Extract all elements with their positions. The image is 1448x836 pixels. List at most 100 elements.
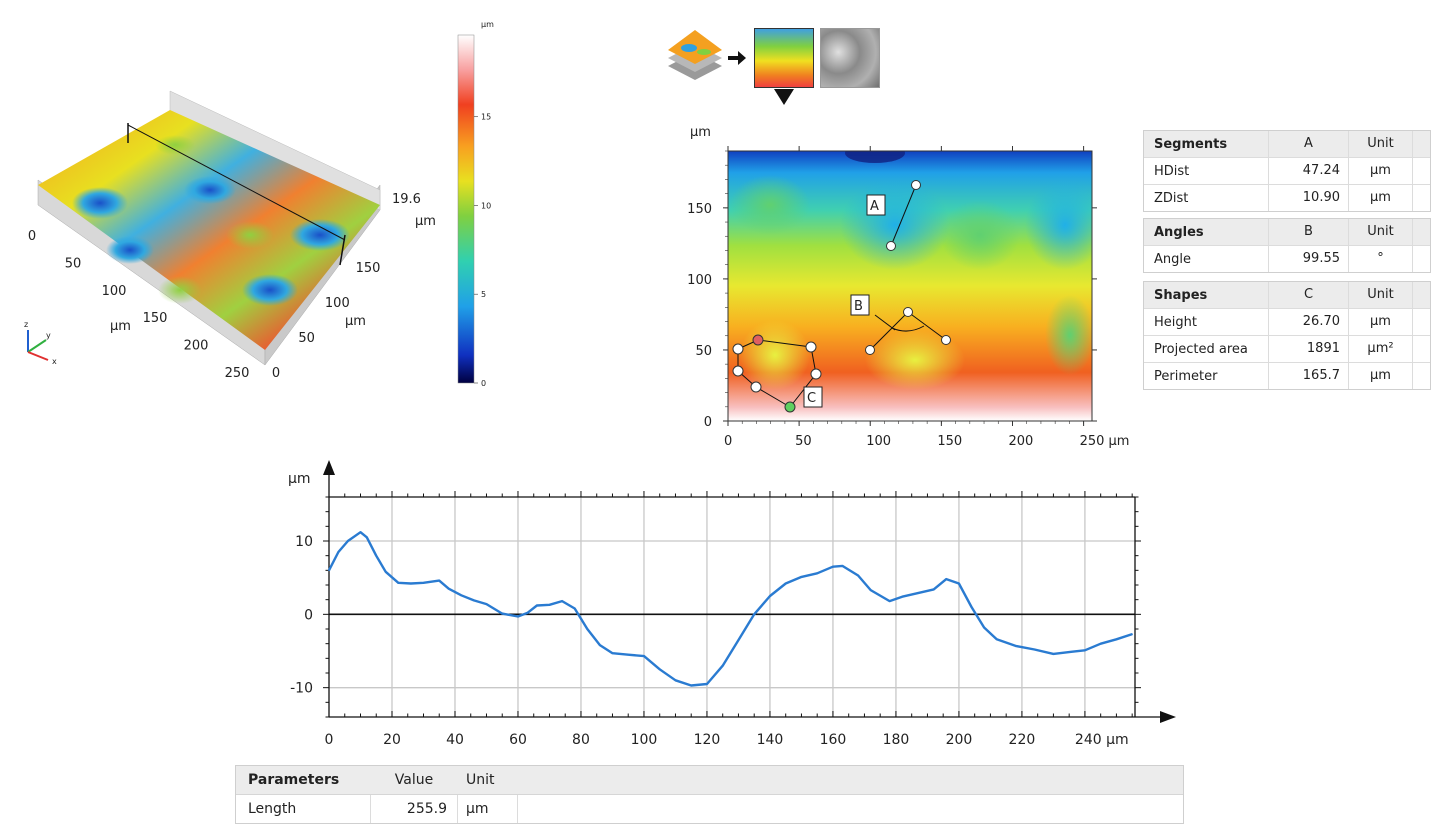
angle-b-annotation[interactable]: B [850,294,951,355]
surface-3d-view[interactable]: 19.6 µm 0 50 100 150 200 250 0 50 100 150 µm µm … [0,85,450,385]
table-row: Length 255.9 µm [236,795,1183,823]
profile-point [384,571,387,573]
y-tick-label: 10 [295,534,313,550]
profile-point [1115,638,1118,641]
profile-point [1099,642,1102,645]
profile-point [706,683,708,685]
profile-point [501,612,504,615]
profile-point [447,587,450,590]
x-axis-ticks-3d: 0 50 100 150 200 250 [28,229,250,381]
map-y-tick-label: 0 [704,415,712,430]
x-tick-label: 100 [631,732,658,748]
x-tick-label-3d: 200 [184,339,209,354]
profile-point [721,664,724,667]
y-axis-arrow-icon [323,460,335,475]
profile-point [869,589,872,591]
profile-point [995,638,998,641]
x-tick-label-3d: 250 [225,366,250,381]
profile-point [932,588,935,591]
table-row: Projected area 1891 µm² [1144,335,1430,362]
profile-point [410,582,412,585]
profile-point [784,582,787,585]
angles-header: Angles B Unit [1144,219,1430,245]
profile-point [643,655,645,657]
profile-point [1014,645,1017,647]
profile-point [832,565,834,568]
map-y-tick-label: 50 [695,344,712,359]
profile-point [422,582,425,584]
height-map-2d[interactable]: µm 0 50 100 150 200 250 µm 0 50 100 150 A [680,115,1140,455]
segment-a-annotation[interactable]: A [866,180,921,251]
x-tick-label-3d: 150 [143,311,168,326]
profile-point [958,582,960,585]
x-tick-label: 240 µm [1075,732,1129,748]
profile-point [397,582,400,584]
map-unit-label: µm [690,125,711,140]
z-max-label: 19.6 [392,192,421,207]
x-tick-label: 120 [694,732,721,748]
colorbar-tick-label: 0 [481,379,486,388]
svg-text:x: x [52,357,57,366]
height-map-thumbnail[interactable] [754,28,814,88]
x-tick-label: 160 [820,732,847,748]
axis-triad-icon: z y x [24,320,57,366]
segments-table: Segments A Unit HDist 47.24 µm ZDist 10.… [1143,130,1431,212]
colorbar-ticks: 0 5 10 15 [474,113,491,388]
profile-point [1131,633,1133,635]
parameters-header: Parameters Value Unit [236,766,1183,795]
profile-point [1052,653,1055,655]
profile-chart[interactable]: µm 0 20 40 60 80 100 120 140 160 180 200 220 240 µm … [270,455,1190,760]
colorbar-unit: µm [481,20,494,29]
x-tick-label: 140 [757,732,784,748]
map-y-axis-ticks: 0 50 100 150 [687,150,1097,430]
profile-point [599,644,601,646]
profile-point [888,600,891,602]
table-row: Angle 99.55 ° [1144,245,1430,272]
profile-line [327,530,1133,687]
profile-point [917,592,919,594]
table-row: ZDist 10.90 µm [1144,184,1430,211]
profile-point [586,628,589,630]
shape-c-annotation[interactable]: C [732,334,823,413]
profile-point [1084,649,1086,652]
chart-axes [323,460,1176,723]
profile-point [857,574,859,577]
x-axis-arrow-icon [1160,711,1176,723]
profile-point [517,615,519,618]
svg-text:z: z [24,320,28,329]
profile-point [438,579,441,582]
y-tick-label: 0 [304,607,313,623]
profile-point [690,684,693,687]
table-row: HDist 47.24 µm [1144,157,1430,184]
profile-point [983,626,985,629]
x-tick-label: 200 [946,732,973,748]
profile-point [573,607,576,610]
profile-point [548,604,551,606]
profile-point [460,594,463,597]
profile-point [753,613,756,616]
colorbar-tick-label: 10 [481,201,491,210]
map-y-tick-label: 150 [687,202,712,217]
x-tick-label-3d: 0 [28,229,36,244]
segments-header: Segments A Unit [1144,131,1430,157]
map-x-axis-ticks: 0 50 100 150 200 250 µm [724,146,1129,449]
arrow-right-icon [728,50,748,69]
selected-indicator-icon [774,89,794,109]
profile-point [737,639,740,641]
y-tick-label-3d: 150 [356,261,381,276]
map-x-tick-label: 50 [795,434,812,449]
view-3d-thumbnail[interactable] [664,28,726,88]
profile-point [365,536,368,539]
chart-tick-marks [323,491,1141,718]
y-tick-label: -10 [290,681,313,697]
map-x-tick-label: 150 [937,434,962,449]
grayscale-thumbnail[interactable] [820,28,880,88]
profile-point [800,576,803,578]
color-scale-bar: µm 0 5 10 15 [450,15,510,395]
profile-point [526,612,529,614]
profile-point [970,606,973,608]
profile-point [627,653,630,656]
profile-series [327,530,1133,687]
y-tick-label-3d: 0 [272,366,280,381]
chart-grid [329,497,1135,717]
